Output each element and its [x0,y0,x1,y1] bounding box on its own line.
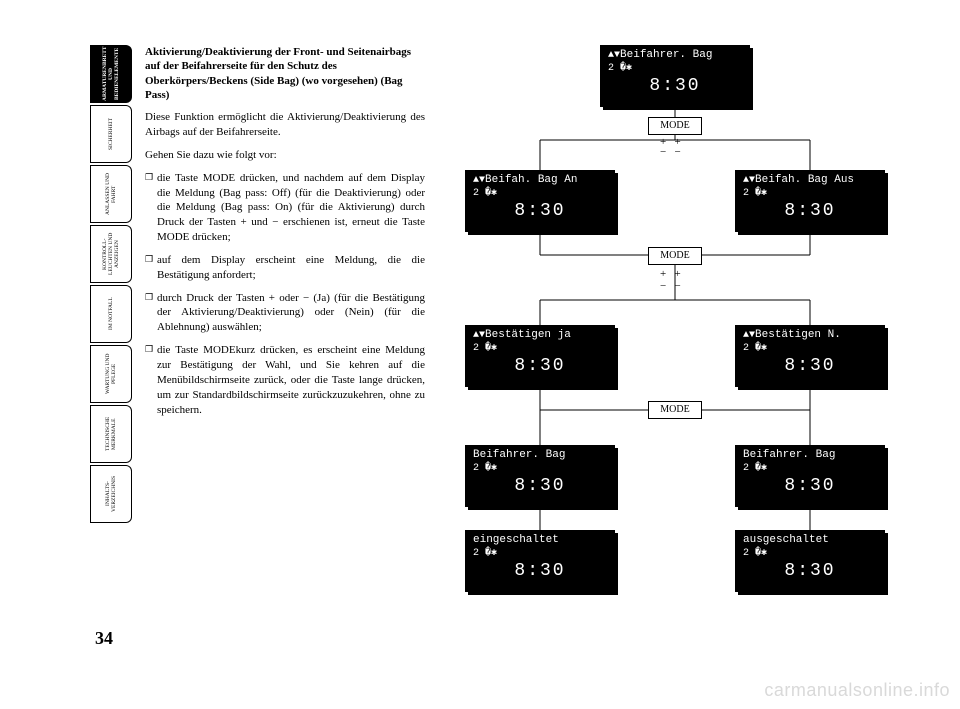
plus-minus-label: + +− − [660,268,681,292]
screen-time: 8:30 [473,476,607,496]
screen-icons: 2 �✱ [473,187,607,199]
screen-result-off-1: Beifahrer. Bag 2 �✱ 8:30 [735,445,885,507]
mode-label: MODE [648,117,702,135]
screen-icons: 2 �✱ [473,462,607,474]
screen-icons: 2 �✱ [473,342,607,354]
screen-time: 8:30 [743,356,877,376]
screen-icons: 2 �✱ [473,547,607,559]
screen-icons: 2 �✱ [743,342,877,354]
watermark: carmanualsonline.info [764,680,950,701]
paragraph-steps-intro: Gehen Sie dazu wie folgt vor: [145,148,425,163]
screen-confirm-yes: ▲▼Bestätigen ja 2 �✱ 8:30 [465,325,615,387]
screen-time: 8:30 [743,476,877,496]
screen-label: Beifahrer. Bag [620,49,712,61]
screen-icons: 2 �✱ [608,62,742,74]
screen-time: 8:30 [473,201,607,221]
plus-minus-label: + +− − [660,138,681,158]
screen-icons: 2 �✱ [743,547,877,559]
section-heading: Aktivierung/Deaktivierung der Front- und… [145,45,425,102]
tab-index[interactable]: INHALTS-VERZEICHNIS [90,465,132,523]
section-tabs: ARMATURENBRETT UND BEDIENELEMENTE SICHER… [90,45,132,525]
screen-label: ausgeschaltet [743,534,829,546]
screen-bag-on: ▲▼Beifah. Bag An 2 �✱ 8:30 [465,170,615,232]
screen-label: eingeschaltet [473,534,559,546]
tab-dashboard[interactable]: ARMATURENBRETT UND BEDIENELEMENTE [90,45,132,103]
tab-starting[interactable]: ANLASSEN UND FAHRT [90,165,132,223]
step-item: auf dem Display erscheint eine Meldung, … [145,253,425,283]
mode-label: MODE [648,401,702,419]
screen-label: Bestätigen N. [755,329,841,341]
mode-label: MODE [648,247,702,265]
screen-result-on-2: eingeschaltet 2 �✱ 8:30 [465,530,615,592]
step-item: die Taste MODE drücken, und nachdem auf … [145,171,425,245]
screen-confirm-no: ▲▼Bestätigen N. 2 �✱ 8:30 [735,325,885,387]
screen-label: Beifahrer. Bag [743,449,835,461]
screen-result-on-1: Beifahrer. Bag 2 �✱ 8:30 [465,445,615,507]
body-text: Aktivierung/Deaktivierung der Front- und… [145,45,425,425]
tab-warning-lights[interactable]: KONTROLL-LEUCHTEN UND ANZEIGEN [90,225,132,283]
screen-result-off-2: ausgeschaltet 2 �✱ 8:30 [735,530,885,592]
screen-icons: 2 �✱ [743,187,877,199]
step-item: die Taste MODEkurz drücken, es erscheint… [145,343,425,417]
menu-flow-diagram: ▲▼Beifahrer. Bag 2 �✱ 8:30 MODE + +− − ▲… [440,40,910,600]
tab-tech-specs[interactable]: TECHNISCHE MERKMALE [90,405,132,463]
screen-bag-off: ▲▼Beifah. Bag Aus 2 �✱ 8:30 [735,170,885,232]
screen-time: 8:30 [473,561,607,581]
steps-list: die Taste MODE drücken, und nachdem auf … [145,171,425,418]
screen-top: ▲▼Beifahrer. Bag 2 �✱ 8:30 [600,45,750,107]
tab-safety[interactable]: SICHERHEIT [90,105,132,163]
paragraph-intro: Diese Funktion ermöglicht die Aktivierun… [145,110,425,140]
screen-icons: 2 �✱ [743,462,877,474]
screen-time: 8:30 [743,201,877,221]
screen-label: Beifah. Bag An [485,174,577,186]
tab-maintenance[interactable]: WARTUNG UND PFLEGE [90,345,132,403]
tab-emergency[interactable]: IM NOTFALL [90,285,132,343]
screen-label: Beifah. Bag Aus [755,174,854,186]
page-number: 34 [95,628,113,649]
screen-time: 8:30 [608,76,742,96]
screen-time: 8:30 [473,356,607,376]
screen-label: Beifahrer. Bag [473,449,565,461]
screen-label: Bestätigen ja [485,329,571,341]
step-item: durch Druck der Tasten + oder − (Ja) (fü… [145,291,425,336]
screen-time: 8:30 [743,561,877,581]
